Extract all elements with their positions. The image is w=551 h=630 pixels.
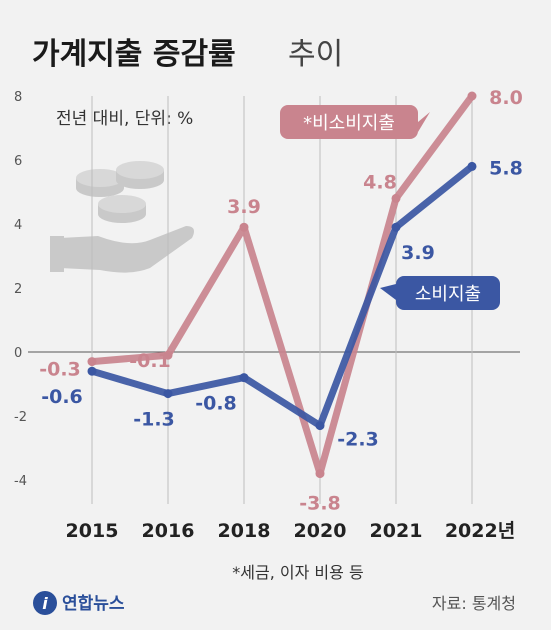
data-label-non-consumption: -0.1: [129, 350, 171, 372]
footnote: *세금, 이자 비용 등: [232, 563, 363, 582]
source: 자료: 통계청: [432, 594, 516, 613]
chart-title-sub: 추이: [288, 37, 343, 72]
y-tick-label: 6: [14, 154, 22, 169]
data-label-consumption: -2.3: [337, 429, 379, 451]
x-tick-label: 2016: [142, 520, 195, 542]
data-label-non-consumption: -0.3: [39, 359, 81, 381]
series-line-non-consumption: [88, 92, 476, 478]
chart-title: 가계지출 증감률: [32, 37, 236, 72]
y-tick-label: 2: [14, 282, 22, 297]
data-point-non-consumption: [87, 357, 97, 367]
y-tick-label: 4: [14, 218, 22, 233]
data-label-non-consumption: 8.0: [489, 87, 523, 109]
logo-mark-icon: i: [42, 594, 48, 613]
data-point-non-consumption: [163, 350, 173, 360]
data-point-non-consumption: [315, 469, 325, 479]
data-label-consumption: -0.6: [41, 386, 83, 408]
x-tick-label: 2022년: [445, 520, 515, 542]
data-point-consumption: [239, 373, 249, 383]
x-tick-label: 2015: [66, 520, 119, 542]
coins-hand-icon: [50, 161, 194, 273]
data-point-consumption: [467, 161, 477, 171]
yonhap-logo: i 연합뉴스: [33, 591, 125, 615]
x-tick-label: 2018: [218, 520, 271, 542]
unit-label: 전년 대비, 단위: %: [56, 109, 193, 129]
x-tick-label: 2021: [370, 520, 423, 542]
logo-text: 연합뉴스: [62, 593, 125, 614]
data-label-non-consumption: 4.8: [363, 171, 397, 193]
x-tick-label: 2020: [294, 520, 347, 542]
data-label-consumption: 5.8: [489, 157, 523, 179]
data-label-consumption: 3.9: [401, 242, 435, 264]
data-point-consumption: [87, 366, 97, 376]
legend-consumption: 소비지출: [380, 276, 500, 310]
y-tick-label: -2: [14, 410, 27, 425]
data-point-consumption: [391, 222, 401, 232]
legend-consumption-label: 소비지출: [415, 284, 481, 305]
data-point-consumption: [315, 421, 325, 431]
data-label-non-consumption: 3.9: [227, 196, 261, 218]
legend-non-consumption: *비소비지출: [280, 105, 430, 139]
data-point-non-consumption: [467, 91, 477, 101]
data-label-consumption: -0.8: [195, 393, 237, 415]
data-point-non-consumption: [391, 193, 401, 203]
data-point-non-consumption: [239, 222, 249, 232]
data-label-non-consumption: -3.8: [299, 493, 341, 515]
y-tick-label: 8: [14, 90, 22, 105]
series-line-consumption: [88, 162, 476, 430]
data-point-consumption: [163, 389, 173, 399]
data-label-consumption: -1.3: [133, 409, 175, 431]
y-tick-label: -4: [14, 474, 27, 489]
legend-non-consumption-label: *비소비지출: [303, 113, 395, 134]
y-tick-label: 0: [14, 346, 22, 361]
